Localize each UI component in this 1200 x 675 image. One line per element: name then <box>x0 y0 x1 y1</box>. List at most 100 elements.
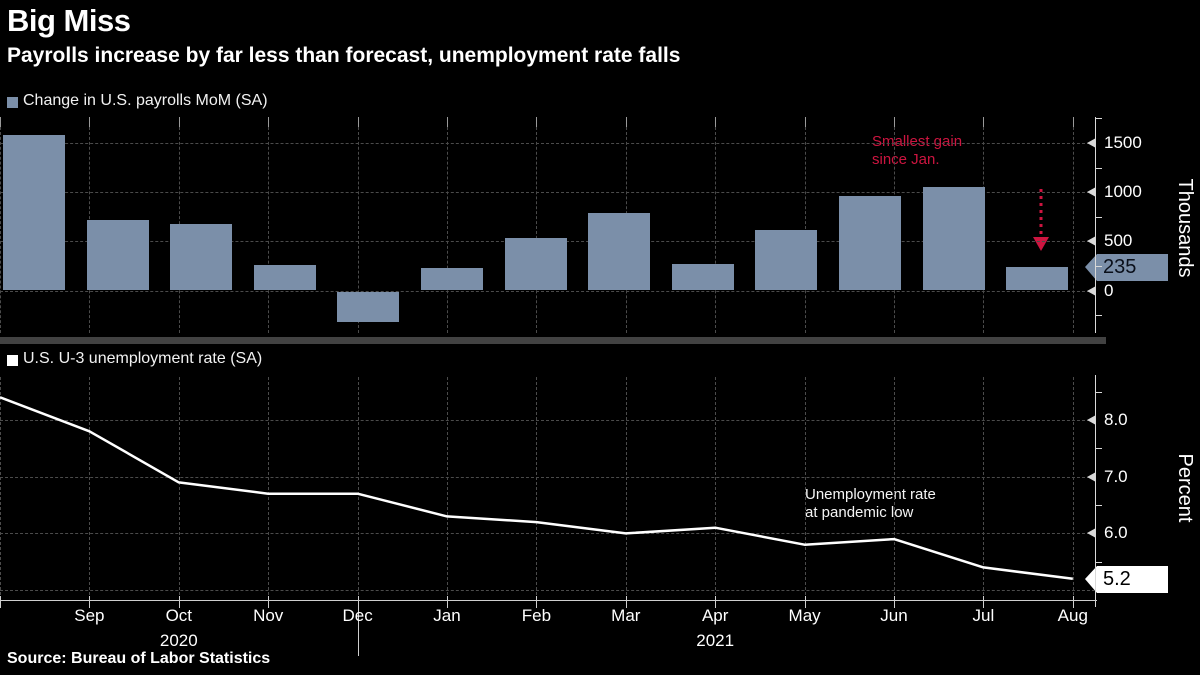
bottom-axis-month-tick <box>804 596 806 608</box>
bottom-axis-month-tick <box>0 596 1 608</box>
top-chart-gridline <box>0 192 1095 194</box>
bottom-axis-tick-icon <box>1087 471 1096 482</box>
x-axis-month-label: Mar <box>611 606 641 625</box>
bottom-axis-tick-icon <box>1087 415 1096 425</box>
payrolls-bar <box>253 264 316 291</box>
x-axis-year-label: 2021 <box>696 631 735 650</box>
bottom-axis-month-tick <box>178 596 180 608</box>
top-chart-month-tick <box>715 117 717 127</box>
pandemic-low-annotation: Unemployment rate at pandemic low <box>805 486 936 522</box>
annotation-line: since Jan. <box>872 151 940 168</box>
top-chart-month-tick <box>357 117 359 127</box>
top-axis-tick-icon <box>1087 285 1096 296</box>
top-chart-vertical-gridline <box>357 127 359 333</box>
x-axis-month-label: Sep <box>74 606 105 625</box>
top-axis-tick-label: 1000 <box>1104 182 1142 202</box>
top-y-axis-title: Thousands <box>1174 178 1197 278</box>
bottom-axis-month-tick <box>357 596 359 656</box>
bottom-axis-month-tick <box>447 596 448 608</box>
payrolls-bar <box>86 220 149 291</box>
top-axis-minor-tick <box>1095 167 1102 169</box>
top-chart-month-tick <box>178 117 180 127</box>
bottom-chart-vertical-gridline <box>89 377 91 600</box>
bottom-axis-minor-tick <box>1095 561 1102 563</box>
bottom-chart-gridline <box>0 420 1095 421</box>
payrolls-bar <box>3 134 65 291</box>
annotation-line: Unemployment rate <box>805 486 936 503</box>
top-chart-month-tick <box>89 117 91 127</box>
bottom-chart-vertical-gridline <box>447 377 448 600</box>
x-axis-month-label: Feb <box>521 606 552 625</box>
bottom-chart-vertical-gridline <box>983 377 985 600</box>
bottom-axis-tick-icon <box>1087 528 1096 539</box>
bottom-chart-gridline <box>0 590 1095 592</box>
bottom-axis-tick-label: 8.0 <box>1104 410 1128 429</box>
chart-subtitle: Payrolls increase by far less than forec… <box>7 44 681 67</box>
top-chart-month-tick <box>625 117 627 127</box>
top-chart-month-tick <box>804 117 806 127</box>
top-chart-gridline <box>0 290 1095 292</box>
bottom-axis-month-tick <box>894 596 895 608</box>
bottom-axis-month-tick <box>625 596 627 608</box>
annotation-line: at pandemic low <box>805 504 914 521</box>
bottom-chart-gridline <box>0 476 1095 478</box>
x-axis-month-label: Oct <box>165 606 193 625</box>
top-axis-tick-label: 1500 <box>1104 133 1142 152</box>
bottom-axis-tick-label: 6.0 <box>1104 523 1128 543</box>
bottom-chart-vertical-gridline <box>715 377 717 600</box>
bottom-chart-vertical-gridline <box>178 377 180 600</box>
unemployment-legend-swatch <box>7 355 18 366</box>
top-axis-minor-tick <box>1095 315 1102 317</box>
bottom-chart-vertical-gridline <box>894 377 895 600</box>
chart-separator <box>0 337 1106 344</box>
bottom-axis-month-tick <box>983 596 985 608</box>
top-axis-tick-label: 500 <box>1104 231 1133 251</box>
x-axis-month-label: Dec <box>342 606 373 625</box>
unemployment-latest-value-callout: 5.2 <box>1097 566 1168 593</box>
payrolls-legend-label: Change in U.S. payrolls MoM (SA) <box>23 92 268 109</box>
payrolls-bar <box>588 213 651 291</box>
payrolls-bar <box>839 195 901 291</box>
x-axis-month-label: May <box>788 606 821 625</box>
bottom-axis-minor-tick <box>1095 448 1102 450</box>
top-axis-tick-icon <box>1087 187 1096 198</box>
x-axis-year-label: 2020 <box>159 631 198 650</box>
source-note: Source: Bureau of Labor Statistics <box>7 650 271 667</box>
top-chart-month-tick <box>0 117 1 127</box>
bottom-y-axis-title: Percent <box>1174 453 1197 523</box>
unemployment-line-chart <box>0 396 1073 581</box>
top-axis-minor-tick <box>1095 216 1102 218</box>
payrolls-bar <box>671 264 734 291</box>
bottom-axis-tick-label: 7.0 <box>1104 466 1128 486</box>
annotation-line: Smallest gain <box>872 133 963 150</box>
top-axis-minor-tick <box>1095 265 1102 267</box>
payrolls-bar <box>755 230 818 291</box>
top-chart-vertical-gridline <box>1072 127 1074 333</box>
bottom-chart-vertical-gridline <box>268 377 270 600</box>
top-chart-gridline <box>0 143 1095 144</box>
payrolls-bar <box>170 223 233 291</box>
bottom-chart-vertical-gridline <box>357 377 359 600</box>
top-chart-month-tick <box>1072 117 1074 127</box>
payrolls-bar <box>421 267 483 291</box>
unemployment-legend-label: U.S. U-3 unemployment rate (SA) <box>23 350 263 367</box>
top-right-axis-line <box>1095 117 1096 333</box>
top-axis-minor-tick <box>1095 118 1102 120</box>
bottom-chart-vertical-gridline <box>804 377 806 600</box>
x-axis-month-label: Aug <box>1057 606 1088 625</box>
top-chart-vertical-gridline <box>447 127 448 333</box>
x-axis-month-label: Apr <box>701 606 729 625</box>
payrolls-callout-arrow-icon <box>1085 254 1097 281</box>
down-arrow-icon <box>1033 189 1049 251</box>
bottom-axis-month-tick <box>536 596 538 608</box>
payrolls-bar <box>337 291 400 322</box>
top-chart-vertical-gridline <box>804 127 806 333</box>
bottom-axis-month-tick <box>1072 596 1074 608</box>
bottom-chart-gridline <box>0 533 1095 535</box>
payrolls-bar <box>504 237 567 291</box>
bottom-chart-vertical-gridline <box>625 377 627 600</box>
bottom-chart-vertical-gridline <box>536 377 538 600</box>
bottom-axis-line <box>0 600 1097 601</box>
top-chart-vertical-gridline <box>536 127 538 333</box>
